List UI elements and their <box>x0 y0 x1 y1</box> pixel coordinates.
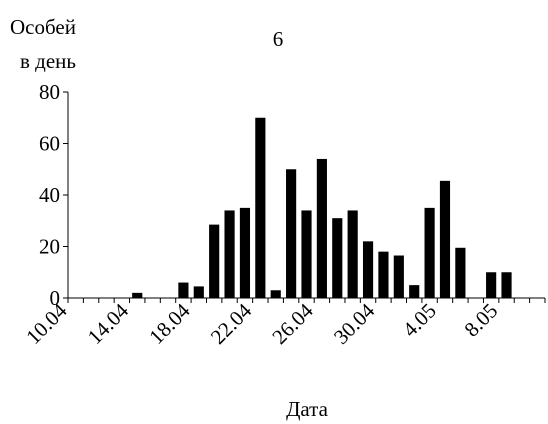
bar <box>255 117 266 298</box>
bar <box>378 251 389 298</box>
bar <box>347 210 358 298</box>
y-tick-label: 40 <box>39 183 60 207</box>
y-axis-label: в день <box>20 49 76 73</box>
x-tick-label: 30.04 <box>329 298 380 349</box>
y-axis-label: Особей <box>10 15 76 39</box>
bar <box>270 290 281 298</box>
y-tick-label: 80 <box>39 80 60 104</box>
bar <box>286 169 297 298</box>
y-tick-label: 20 <box>39 235 60 259</box>
bar <box>455 247 466 298</box>
bar <box>178 282 189 298</box>
bar <box>393 255 404 298</box>
bar <box>424 207 435 298</box>
bar <box>332 218 343 298</box>
bar <box>439 180 451 298</box>
y-tick-label: 0 <box>50 286 61 310</box>
bar <box>209 224 220 298</box>
bar <box>224 210 235 298</box>
chart-title: 6 <box>273 27 284 51</box>
bar <box>239 207 251 298</box>
x-tick-label: 8.05 <box>459 299 502 342</box>
x-tick-label: 14.04 <box>83 298 134 349</box>
y-tick-label: 60 <box>39 132 60 156</box>
bar <box>301 210 312 298</box>
x-tick-label: 22.04 <box>206 298 257 349</box>
bar <box>362 241 374 298</box>
bar <box>486 272 497 298</box>
bar <box>193 286 204 298</box>
bar <box>409 285 420 298</box>
x-axis-label: Дата <box>286 397 329 421</box>
x-tick-label: 4.05 <box>398 299 441 342</box>
bar <box>316 158 327 298</box>
bar <box>132 292 143 298</box>
x-tick-label: 10.04 <box>21 298 72 349</box>
bar <box>501 272 512 298</box>
x-tick-label: 18.04 <box>144 298 195 349</box>
x-tick-label: 26.04 <box>267 298 318 349</box>
